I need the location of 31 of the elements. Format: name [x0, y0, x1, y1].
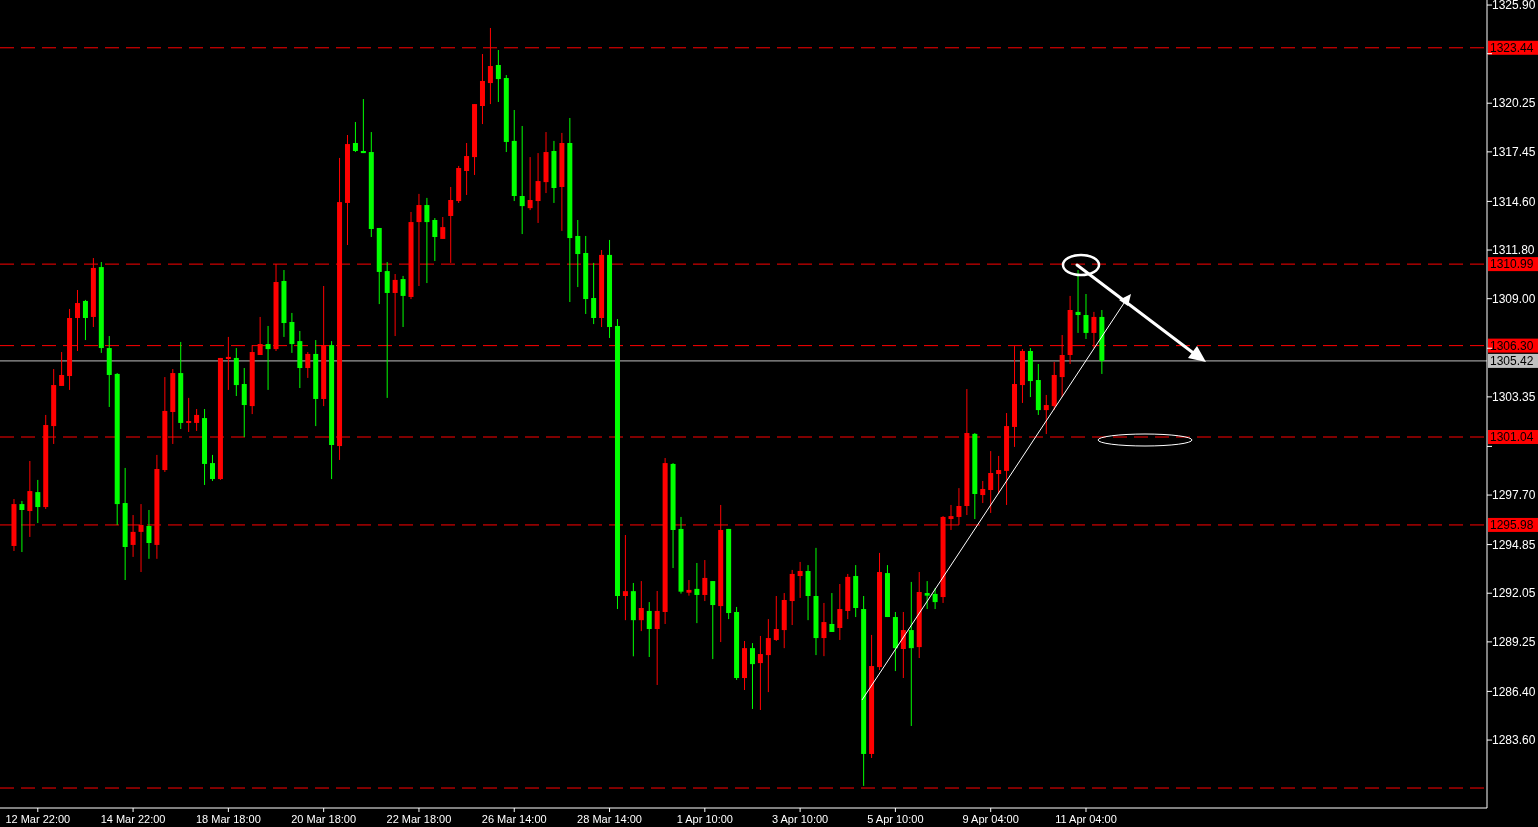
- y-tick-label: 1320.25: [1492, 96, 1536, 111]
- y-tick-label: 1309.00: [1492, 291, 1536, 306]
- x-tick-label: 3 Apr 10:00: [771, 813, 829, 825]
- ref-line-label: 1323.44: [1490, 40, 1534, 55]
- y-tick-label: 1294.85: [1492, 537, 1536, 552]
- x-tick-label: 20 Mar 18:00: [291, 813, 357, 825]
- y-tick-label: 1325.90: [1492, 0, 1536, 13]
- y-tick-label: 1286.40: [1492, 684, 1536, 699]
- y-tick-label: 1311.80: [1492, 243, 1535, 258]
- x-tick-label: 1 Apr 10:00: [676, 813, 733, 825]
- y-tick-label: 1289.25: [1492, 635, 1536, 650]
- ref-line-label: 1305.42: [1490, 354, 1534, 369]
- ref-line-label: 1295.98: [1490, 518, 1534, 533]
- y-tick-label: 1317.45: [1492, 145, 1536, 160]
- x-tick-label: 14 Mar 22:00: [100, 813, 166, 825]
- ref-line-label: 1310.99: [1490, 257, 1534, 272]
- ref-line-label: 1301.04: [1490, 430, 1534, 445]
- y-tick-label: 1283.60: [1492, 733, 1536, 748]
- x-tick-label: 26 Mar 14:00: [481, 813, 547, 825]
- x-tick-label: 28 Mar 14:00: [577, 813, 642, 825]
- y-tick-label: 1292.05: [1492, 586, 1536, 601]
- y-tick-label: 1314.60: [1492, 194, 1536, 209]
- y-tick-label: 1303.35: [1492, 390, 1536, 405]
- x-tick-label: 11 Apr 04:00: [1055, 813, 1117, 825]
- x-tick-label: 5 Apr 10:00: [867, 813, 924, 825]
- y-tick-label: 1297.70: [1492, 488, 1536, 503]
- x-tick-label: 9 Apr 04:00: [962, 813, 1019, 825]
- x-tick-label: 12 Mar 22:00: [5, 813, 71, 825]
- x-tick-label: 18 Mar 18:00: [195, 813, 261, 825]
- ref-line-label: 1306.30: [1490, 338, 1534, 353]
- x-tick-label: 22 Mar 18:00: [386, 813, 452, 825]
